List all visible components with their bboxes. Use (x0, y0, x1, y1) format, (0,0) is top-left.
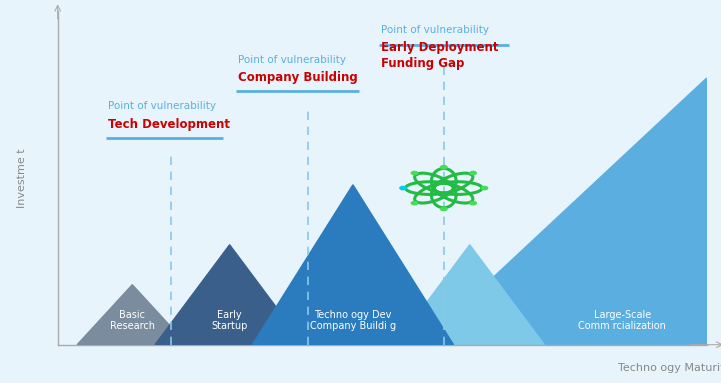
Circle shape (441, 165, 447, 169)
Polygon shape (252, 185, 454, 345)
Text: Basic
Research: Basic Research (110, 310, 155, 331)
Text: Techno ogy Dev
Company Buildi g: Techno ogy Dev Company Buildi g (310, 310, 396, 331)
Polygon shape (395, 245, 544, 345)
Circle shape (400, 187, 407, 190)
Circle shape (481, 187, 487, 190)
Text: Investme t: Investme t (17, 148, 27, 208)
Text: Early
Startup: Early Startup (211, 310, 248, 331)
Text: Point of vulnerability: Point of vulnerability (108, 101, 216, 111)
Polygon shape (155, 245, 304, 345)
Circle shape (470, 172, 477, 175)
Text: Company Building: Company Building (238, 72, 358, 85)
Polygon shape (77, 285, 187, 345)
Polygon shape (421, 78, 707, 345)
Circle shape (411, 172, 417, 175)
Circle shape (470, 201, 477, 205)
Circle shape (441, 207, 447, 211)
Text: Tech Development: Tech Development (108, 118, 230, 131)
Text: Large-Scale
Comm rcialization: Large-Scale Comm rcialization (578, 310, 666, 331)
Text: Early Deployment
Funding Gap: Early Deployment Funding Gap (381, 41, 498, 70)
Text: Techno ogy Maturity: Techno ogy Maturity (618, 363, 721, 373)
Text: Point of vulnerability: Point of vulnerability (238, 55, 346, 65)
Text: Point of vulnerability: Point of vulnerability (381, 25, 489, 35)
Circle shape (411, 201, 417, 205)
